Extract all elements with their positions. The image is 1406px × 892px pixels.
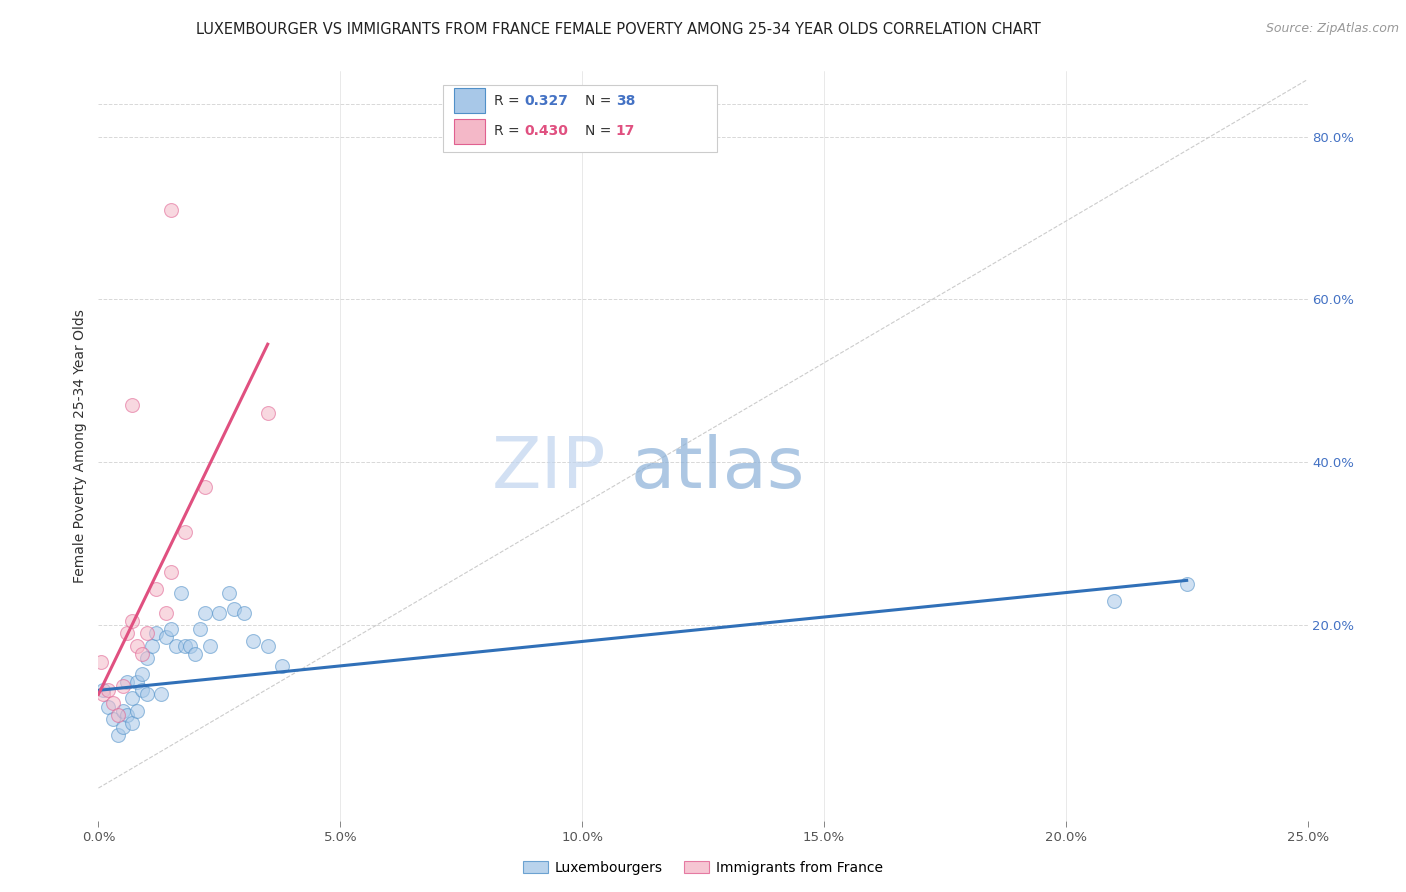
Point (91, 683, 114, 698)
Point (127, 704, 149, 718)
Text: N =: N = (585, 124, 616, 138)
Point (232, 606, 254, 620)
Point (141, 639, 163, 653)
Point (101, 696, 124, 710)
Text: 0.430: 0.430 (524, 124, 568, 138)
Point (150, 687, 173, 701)
Point (256, 639, 278, 653)
Point (90, 655, 112, 669)
Point (155, 631, 177, 645)
Point (111, 704, 134, 718)
Point (107, 728, 129, 742)
Point (174, 524, 197, 539)
Text: ZIP: ZIP (492, 434, 606, 503)
Point (127, 639, 149, 653)
Text: Source: ZipAtlas.com: Source: ZipAtlas.com (1265, 22, 1399, 36)
Point (131, 683, 153, 698)
Point (198, 639, 221, 653)
Point (135, 626, 157, 640)
Point (145, 626, 167, 640)
Point (117, 707, 139, 722)
Point (135, 650, 157, 665)
Text: LUXEMBOURGER VS IMMIGRANTS FROM FRANCE FEMALE POVERTY AMONG 25-34 YEAR OLDS CORR: LUXEMBOURGER VS IMMIGRANTS FROM FRANCE F… (197, 22, 1040, 37)
Point (208, 606, 231, 620)
Point (1175, 577, 1198, 591)
Point (145, 582, 167, 596)
Point (271, 659, 294, 673)
Point (222, 602, 245, 616)
Point (160, 566, 183, 580)
Point (218, 585, 240, 599)
Point (184, 647, 207, 661)
Point (127, 675, 149, 690)
Point (179, 639, 201, 653)
Legend: Luxembourgers, Immigrants from France: Luxembourgers, Immigrants from France (517, 855, 889, 880)
Point (188, 622, 211, 636)
Point (121, 715, 143, 730)
Y-axis label: Female Poverty Among 25-34 Year Olds: Female Poverty Among 25-34 Year Olds (73, 309, 87, 583)
Point (101, 712, 124, 726)
Text: 38: 38 (616, 94, 636, 108)
Text: R =: R = (494, 94, 523, 108)
Text: R =: R = (494, 124, 523, 138)
Point (111, 679, 134, 693)
Point (165, 639, 187, 653)
Point (131, 647, 153, 661)
Text: 0.327: 0.327 (524, 94, 568, 108)
Point (121, 398, 143, 412)
Point (131, 667, 153, 681)
Point (174, 639, 197, 653)
Point (135, 687, 157, 701)
Point (160, 622, 183, 636)
Point (1102, 593, 1125, 607)
Text: N =: N = (585, 94, 616, 108)
Text: 17: 17 (616, 124, 636, 138)
Point (194, 480, 217, 494)
Point (169, 585, 191, 599)
Point (121, 691, 143, 706)
Point (242, 634, 264, 648)
Point (194, 606, 217, 620)
Point (91, 687, 114, 701)
Point (117, 626, 139, 640)
Point (121, 614, 143, 628)
Point (155, 606, 177, 620)
Point (160, 202, 183, 217)
Point (117, 675, 139, 690)
Text: atlas: atlas (630, 434, 804, 503)
Point (97, 699, 120, 714)
Point (97, 683, 120, 698)
Point (256, 406, 278, 420)
Point (111, 720, 134, 734)
Point (107, 707, 129, 722)
